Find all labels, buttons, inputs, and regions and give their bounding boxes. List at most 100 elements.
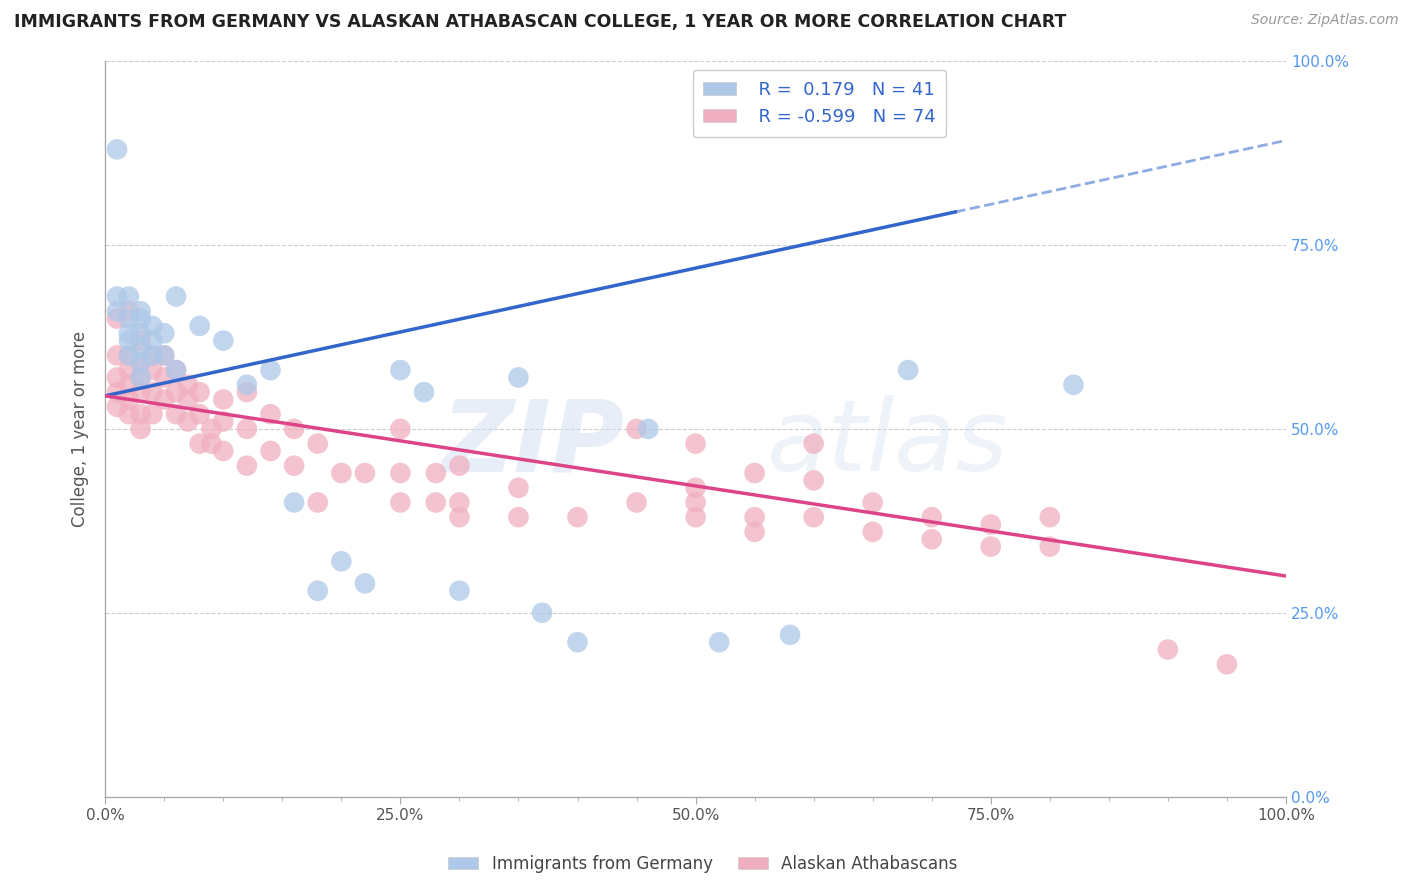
Point [118, 326, 141, 341]
Point [129, 422, 152, 436]
Point [165, 363, 187, 377]
Point [212, 415, 235, 429]
Point [212, 444, 235, 458]
Point [283, 495, 305, 509]
Point [1039, 540, 1062, 554]
Point [153, 326, 176, 341]
Point [105, 142, 128, 156]
Point [508, 481, 530, 495]
Point [105, 311, 128, 326]
Point [118, 311, 141, 326]
Point [141, 348, 163, 362]
Point [105, 304, 128, 318]
Point [449, 583, 471, 598]
Legend:   R =  0.179   N = 41,   R = -0.599   N = 74: R = 0.179 N = 41, R = -0.599 N = 74 [693, 70, 946, 136]
Point [803, 474, 825, 488]
Point [188, 385, 211, 400]
Point [129, 326, 152, 341]
Point [980, 517, 1002, 532]
Point [449, 510, 471, 524]
Point [118, 407, 141, 421]
Point [803, 436, 825, 450]
Point [129, 304, 152, 318]
Point [354, 466, 377, 480]
Point [165, 385, 187, 400]
Point [165, 289, 187, 303]
Point [105, 385, 128, 400]
Point [177, 392, 200, 407]
Point [236, 422, 259, 436]
Point [153, 392, 176, 407]
Text: ZIP: ZIP [441, 395, 624, 492]
Point [744, 466, 766, 480]
Point [200, 436, 222, 450]
Point [129, 407, 152, 421]
Point [141, 407, 163, 421]
Point [862, 524, 884, 539]
Point [200, 422, 222, 436]
Point [425, 466, 447, 480]
Point [685, 510, 707, 524]
Point [141, 318, 163, 333]
Point [685, 436, 707, 450]
Point [259, 407, 281, 421]
Point [188, 318, 211, 333]
Point [259, 444, 281, 458]
Point [921, 533, 943, 547]
Point [259, 363, 281, 377]
Point [626, 422, 648, 436]
Point [1216, 657, 1239, 672]
Point [212, 334, 235, 348]
Point [153, 370, 176, 384]
Point [236, 385, 259, 400]
Point [1062, 377, 1084, 392]
Point [413, 385, 436, 400]
Point [862, 91, 884, 105]
Point [212, 392, 235, 407]
Point [779, 628, 801, 642]
Point [118, 348, 141, 362]
Point [508, 510, 530, 524]
Point [118, 363, 141, 377]
Point [921, 510, 943, 524]
Point [862, 495, 884, 509]
Point [389, 363, 412, 377]
Point [449, 495, 471, 509]
Text: IMMIGRANTS FROM GERMANY VS ALASKAN ATHABASCAN COLLEGE, 1 YEAR OR MORE CORRELATIO: IMMIGRANTS FROM GERMANY VS ALASKAN ATHAB… [14, 13, 1066, 31]
Point [449, 458, 471, 473]
Point [105, 370, 128, 384]
Legend: Immigrants from Germany, Alaskan Athabascans: Immigrants from Germany, Alaskan Athabas… [441, 848, 965, 880]
Point [188, 436, 211, 450]
Point [637, 422, 659, 436]
Point [118, 392, 141, 407]
Point [744, 510, 766, 524]
Point [129, 385, 152, 400]
Point [709, 635, 731, 649]
Point [165, 407, 187, 421]
Point [1039, 510, 1062, 524]
Point [685, 481, 707, 495]
Point [177, 377, 200, 392]
Point [531, 606, 554, 620]
Text: Source: ZipAtlas.com: Source: ZipAtlas.com [1251, 13, 1399, 28]
Point [129, 311, 152, 326]
Point [141, 334, 163, 348]
Point [236, 458, 259, 473]
Point [626, 495, 648, 509]
Point [177, 415, 200, 429]
Point [129, 356, 152, 370]
Point [153, 348, 176, 362]
Point [129, 341, 152, 355]
Point [105, 400, 128, 414]
Point [129, 370, 152, 384]
Point [425, 495, 447, 509]
Point [1157, 642, 1180, 657]
Point [803, 510, 825, 524]
Point [508, 370, 530, 384]
Y-axis label: College, 1 year or more: College, 1 year or more [72, 331, 89, 527]
Point [118, 377, 141, 392]
Point [389, 466, 412, 480]
Point [744, 524, 766, 539]
Point [307, 583, 329, 598]
Point [118, 304, 141, 318]
